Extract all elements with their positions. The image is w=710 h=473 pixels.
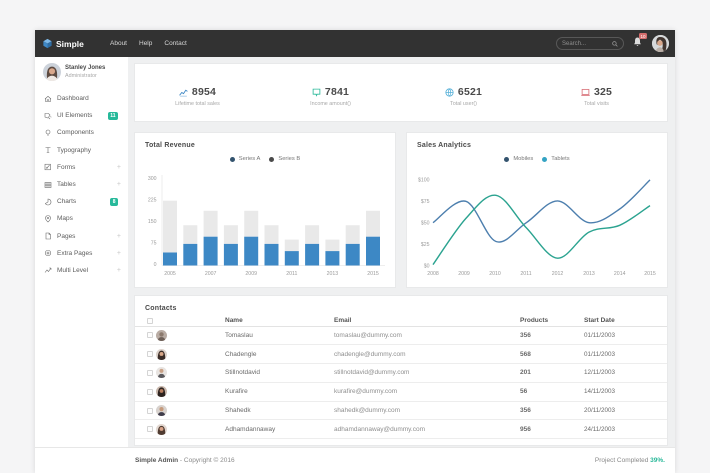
svg-text:75: 75: [151, 241, 157, 247]
svg-text:$100: $100: [418, 178, 430, 184]
svg-text:$0: $0: [424, 264, 430, 270]
svg-text:2007: 2007: [205, 271, 217, 277]
svg-text:225: 225: [148, 198, 157, 204]
svg-text:$25: $25: [421, 242, 430, 248]
svg-text:2005: 2005: [164, 271, 176, 277]
svg-text:0: 0: [154, 262, 157, 268]
svg-text:300: 300: [148, 176, 157, 182]
svg-text:2010: 2010: [489, 271, 501, 277]
svg-text:2014: 2014: [614, 271, 626, 277]
svg-text:2011: 2011: [520, 271, 531, 277]
svg-text:2008: 2008: [427, 271, 439, 277]
svg-text:2012: 2012: [552, 271, 564, 277]
svg-text:2013: 2013: [583, 271, 595, 277]
svg-text:$50: $50: [421, 221, 430, 227]
svg-text:2011: 2011: [286, 271, 297, 277]
svg-text:2009: 2009: [458, 271, 470, 277]
svg-text:2009: 2009: [245, 271, 257, 277]
svg-text:2015: 2015: [644, 271, 656, 277]
svg-text:2013: 2013: [327, 271, 339, 277]
svg-text:$75: $75: [421, 199, 430, 205]
svg-text:2015: 2015: [367, 271, 379, 277]
svg-text:150: 150: [148, 219, 157, 225]
